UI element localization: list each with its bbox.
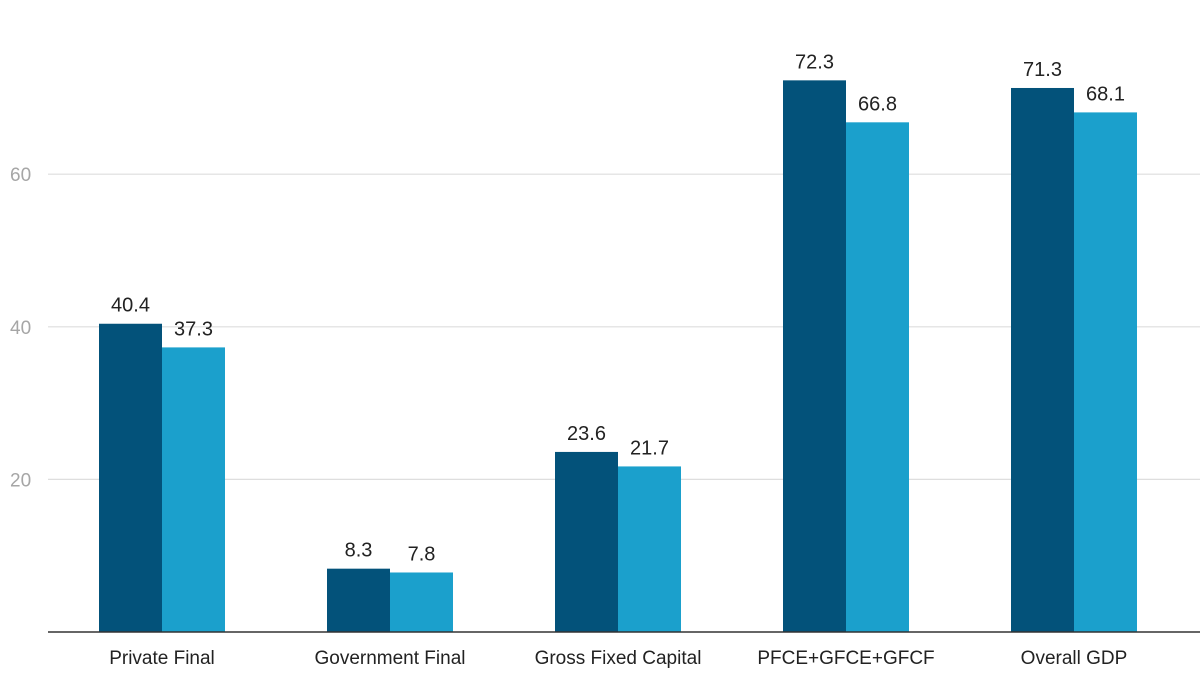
bar-series2-0 bbox=[162, 347, 225, 632]
data-label: 40.4 bbox=[111, 295, 150, 317]
y-axis-ticks: 20 40 60 bbox=[10, 165, 31, 491]
x-tick-label: Private Final bbox=[109, 648, 215, 669]
bar-series2-4 bbox=[1074, 112, 1137, 633]
y-tick-label: 60 bbox=[10, 165, 31, 186]
bar-series1-4 bbox=[1011, 87, 1074, 632]
data-label: 8.3 bbox=[345, 540, 373, 562]
y-tick-label: 20 bbox=[10, 470, 31, 491]
bar-series2-1 bbox=[390, 572, 453, 632]
x-axis-categories: Private Final Government Final Gross Fixed… bbox=[109, 648, 1127, 669]
bar-series1-1 bbox=[327, 568, 390, 632]
data-label: 7.8 bbox=[408, 543, 436, 565]
data-label: 71.3 bbox=[1023, 59, 1062, 81]
data-labels: 40.4 8.3 23.6 72.3 71.3 37.3 7.8 21.7 66.8 68.1 bbox=[111, 51, 1125, 565]
data-label: 66.8 bbox=[858, 93, 897, 115]
bar-series2-2 bbox=[618, 466, 681, 632]
bar-series1-3 bbox=[783, 80, 846, 632]
y-tick-label: 40 bbox=[10, 318, 31, 339]
data-label: 68.1 bbox=[1086, 83, 1125, 105]
x-tick-label: Gross Fixed Capital bbox=[535, 648, 702, 669]
data-label: 21.7 bbox=[630, 437, 669, 459]
bars bbox=[99, 80, 1137, 633]
x-tick-label: PFCE+GFCE+GFCF bbox=[757, 648, 934, 669]
x-tick-label: Government Final bbox=[314, 648, 465, 669]
bar-series1-2 bbox=[555, 451, 618, 632]
x-tick-label: Overall GDP bbox=[1021, 648, 1128, 669]
data-label: 72.3 bbox=[795, 51, 834, 73]
data-label: 23.6 bbox=[567, 423, 606, 445]
bar-series2-3 bbox=[846, 122, 909, 632]
data-label: 37.3 bbox=[174, 318, 213, 340]
bar-series1-0 bbox=[99, 323, 162, 632]
